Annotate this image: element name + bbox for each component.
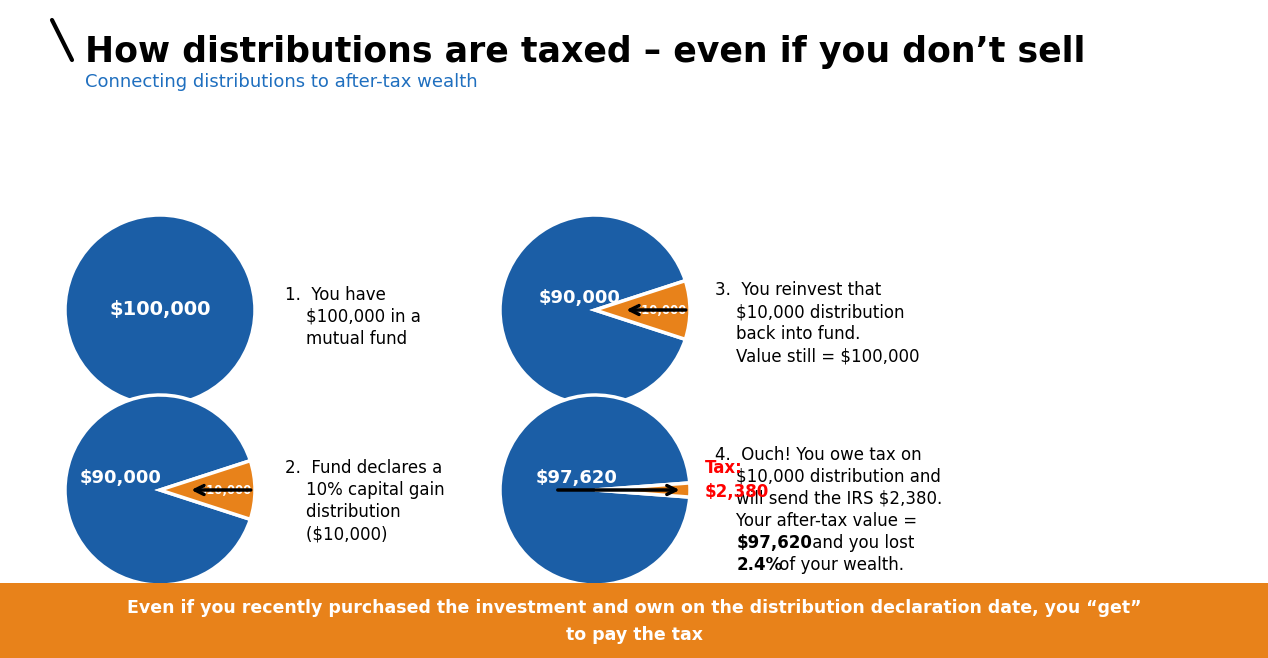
Text: mutual fund: mutual fund	[285, 330, 407, 348]
Text: to pay the tax: to pay the tax	[566, 626, 702, 644]
Wedge shape	[595, 483, 690, 497]
Wedge shape	[595, 281, 690, 340]
Text: $10,000 distribution and: $10,000 distribution and	[715, 468, 941, 486]
Text: and you lost: and you lost	[806, 534, 914, 552]
Text: 2.  Fund declares a: 2. Fund declares a	[285, 459, 443, 477]
Text: Even if you recently purchased the investment and own on the distribution declar: Even if you recently purchased the inves…	[127, 599, 1141, 617]
Text: Connecting distributions to after-tax wealth: Connecting distributions to after-tax we…	[85, 73, 478, 91]
Text: $2,380: $2,380	[705, 483, 770, 501]
Text: Value still = $100,000: Value still = $100,000	[715, 347, 919, 365]
Text: $100,000 in a: $100,000 in a	[285, 308, 421, 326]
Text: 4.  Ouch! You owe tax on: 4. Ouch! You owe tax on	[715, 446, 922, 464]
Text: distribution: distribution	[285, 503, 401, 521]
Text: $90,000: $90,000	[80, 469, 161, 487]
Text: Tax:: Tax:	[705, 459, 743, 477]
Wedge shape	[65, 215, 255, 405]
Text: ($10,000): ($10,000)	[285, 525, 388, 543]
Text: back into fund.: back into fund.	[715, 325, 861, 343]
Text: $10,000: $10,000	[198, 484, 251, 497]
Bar	[0, 583, 1268, 658]
Text: $100,000: $100,000	[109, 301, 210, 320]
Wedge shape	[160, 461, 255, 519]
Text: $90,000: $90,000	[539, 289, 621, 307]
Wedge shape	[65, 395, 250, 585]
Text: $10,000 distribution: $10,000 distribution	[715, 303, 904, 321]
Text: 1.  You have: 1. You have	[285, 286, 385, 304]
Text: How distributions are taxed – even if you don’t sell: How distributions are taxed – even if yo…	[85, 35, 1085, 69]
Text: of your wealth.: of your wealth.	[773, 556, 904, 574]
Text: $10,000: $10,000	[633, 303, 686, 316]
Text: 3.  You reinvest that: 3. You reinvest that	[715, 281, 881, 299]
Text: $97,620: $97,620	[536, 469, 618, 487]
Text: Your after-tax value =: Your after-tax value =	[715, 512, 917, 530]
Wedge shape	[500, 215, 685, 405]
Text: will send the IRS $2,380.: will send the IRS $2,380.	[715, 490, 942, 508]
Text: 2.4%: 2.4%	[737, 556, 784, 574]
Text: $97,620: $97,620	[737, 534, 813, 552]
Text: 10% capital gain: 10% capital gain	[285, 481, 445, 499]
Wedge shape	[500, 395, 690, 585]
